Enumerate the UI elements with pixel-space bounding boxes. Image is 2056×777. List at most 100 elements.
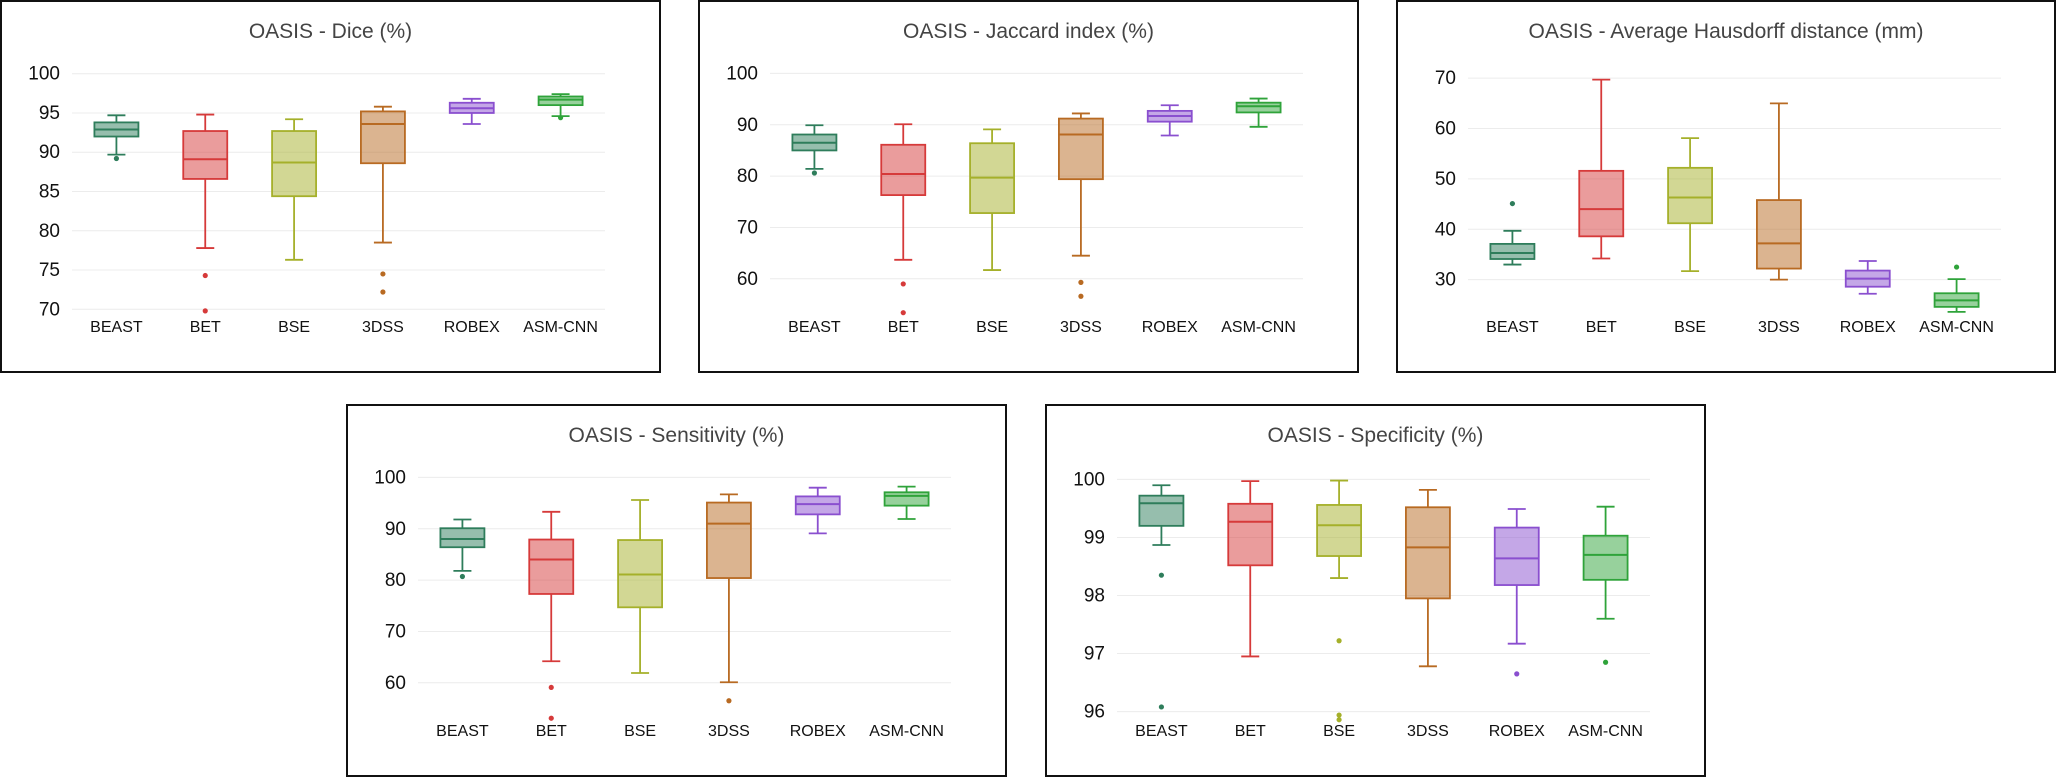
chart-title: OASIS - Sensitivity (%) <box>569 424 785 447</box>
box-iqr <box>1667 166 1713 225</box>
box-beast <box>439 518 486 580</box>
x-tick-label-bet: BET <box>1235 723 1266 740</box>
y-tick-label: 95 <box>39 103 60 124</box>
x-tick-label-beast: BEAST <box>436 723 489 740</box>
box-asm-cnn <box>537 93 584 121</box>
box-beast <box>1489 200 1536 266</box>
dice-chart-panel: OASIS - Dice (%) 70 75 80 85 90 95 100 BEAST BET B… <box>0 0 661 373</box>
x-tick-label-beast: BEAST <box>1486 319 1539 336</box>
x-tick-label-robex: ROBEX <box>790 723 846 740</box>
y-tick-label: 40 <box>1435 219 1456 240</box>
sensitivity-chart: OASIS - Sensitivity (%) 60 70 80 90 100 BEAST B… <box>374 424 951 740</box>
x-tick-label-asm-cnn: ASM-CNN <box>1568 723 1643 740</box>
x-tick-label-bse: BSE <box>1674 319 1706 336</box>
outlier-point <box>548 684 554 691</box>
outlier-point <box>900 281 906 287</box>
box-iqr <box>1489 242 1536 260</box>
y-tick-label: 30 <box>1435 270 1456 291</box>
dice-chart: OASIS - Dice (%) 70 75 80 85 90 95 100 BEAST BET B… <box>28 20 605 336</box>
y-tick-label: 100 <box>374 467 406 488</box>
box-iqr <box>537 95 584 107</box>
box-iqr <box>1493 526 1540 586</box>
outlier-point <box>1514 671 1520 677</box>
box-3dss <box>706 493 752 704</box>
y-tick-label: 98 <box>1084 586 1105 607</box>
outlier-point <box>1602 659 1609 665</box>
chart-title: OASIS - Specificity (%) <box>1268 424 1484 447</box>
box-iqr <box>1578 169 1625 238</box>
box-iqr <box>1756 199 1802 270</box>
outlier-point <box>726 698 732 704</box>
y-tick-label: 90 <box>737 115 758 136</box>
box-robex <box>794 486 841 535</box>
box-robex <box>448 97 495 125</box>
outlier-point <box>1509 200 1516 207</box>
x-tick-label-bet: BET <box>536 723 567 740</box>
box-bse <box>271 118 317 261</box>
outlier-point <box>202 308 208 314</box>
box-iqr <box>528 538 575 595</box>
y-tick-label: 85 <box>39 182 60 203</box>
x-tick-label-bet: BET <box>888 319 919 336</box>
x-tick-label-3dss: 3DSS <box>1060 319 1102 336</box>
outlier-point <box>1078 293 1084 299</box>
box-beast <box>93 114 140 162</box>
y-tick-label: 70 <box>1435 68 1456 89</box>
outlier-point <box>113 155 120 162</box>
box-iqr <box>1138 494 1185 527</box>
x-tick-label-asm-cnn: ASM-CNN <box>869 723 944 740</box>
box-bse <box>617 499 663 674</box>
box-iqr <box>880 143 927 196</box>
outlier-point <box>1158 704 1165 710</box>
y-tick-label: 96 <box>1084 702 1105 723</box>
x-tick-label-3dss: 3DSS <box>362 319 404 336</box>
sensitivity-chart-panel: OASIS - Sensitivity (%) 60 70 80 90 100 BEAST B… <box>346 404 1007 777</box>
box-iqr <box>1235 101 1282 114</box>
x-tick-label-asm-cnn: ASM-CNN <box>1221 319 1296 336</box>
specificity-chart: OASIS - Specificity (%) 96 97 98 99 100 BEAST B… <box>1073 424 1650 740</box>
y-tick-label: 50 <box>1435 169 1456 190</box>
x-tick-label-asm-cnn: ASM-CNN <box>1919 319 1994 336</box>
box-asm-cnn <box>883 485 930 520</box>
x-tick-label-robex: ROBEX <box>1840 319 1896 336</box>
outlier-point <box>380 289 386 295</box>
x-tick-label-beast: BEAST <box>788 319 841 336</box>
x-tick-label-robex: ROBEX <box>1489 723 1545 740</box>
box-3dss <box>1058 112 1104 299</box>
box-bet <box>880 123 927 316</box>
box-iqr <box>1582 534 1629 581</box>
box-iqr <box>794 495 841 516</box>
box-bet <box>182 113 229 314</box>
outlier-point <box>1336 712 1342 718</box>
box-bet <box>528 510 575 721</box>
y-tick-label: 80 <box>737 166 758 187</box>
chart-title: OASIS - Jaccard index (%) <box>903 20 1154 43</box>
outlier-point <box>811 170 818 176</box>
outlier-point <box>1953 264 1960 270</box>
box-bse <box>969 128 1015 271</box>
box-asm-cnn <box>1235 97 1282 128</box>
y-tick-label: 90 <box>39 142 60 163</box>
jaccard-chart: OASIS - Jaccard index (%) 60 70 80 90 100 BEAS… <box>726 20 1303 336</box>
x-tick-label-bse: BSE <box>278 319 310 336</box>
y-tick-label: 80 <box>385 570 406 591</box>
jaccard-chart-panel: OASIS - Jaccard index (%) 60 70 80 90 100 BEAS… <box>698 0 1359 373</box>
hausdorff-chart: OASIS - Average Hausdorff distance (mm) 3… <box>1435 20 2001 336</box>
y-tick-label: 99 <box>1084 527 1105 548</box>
box-robex <box>1146 104 1193 137</box>
x-tick-label-bet: BET <box>1586 319 1617 336</box>
box-beast <box>791 124 838 176</box>
box-iqr <box>1058 117 1104 181</box>
outlier-point <box>900 310 906 316</box>
outlier-point <box>459 573 466 580</box>
outlier-point <box>380 271 386 277</box>
y-tick-label: 97 <box>1084 644 1105 665</box>
hausdorff-chart-panel: OASIS - Average Hausdorff distance (mm) 3… <box>1396 0 2056 373</box>
box-iqr <box>271 130 317 198</box>
x-tick-label-bet: BET <box>190 319 221 336</box>
box-robex <box>1493 508 1540 677</box>
box-iqr <box>1405 506 1451 600</box>
y-tick-label: 100 <box>28 64 60 85</box>
outlier-point <box>1078 279 1084 285</box>
x-tick-label-bse: BSE <box>1323 723 1355 740</box>
